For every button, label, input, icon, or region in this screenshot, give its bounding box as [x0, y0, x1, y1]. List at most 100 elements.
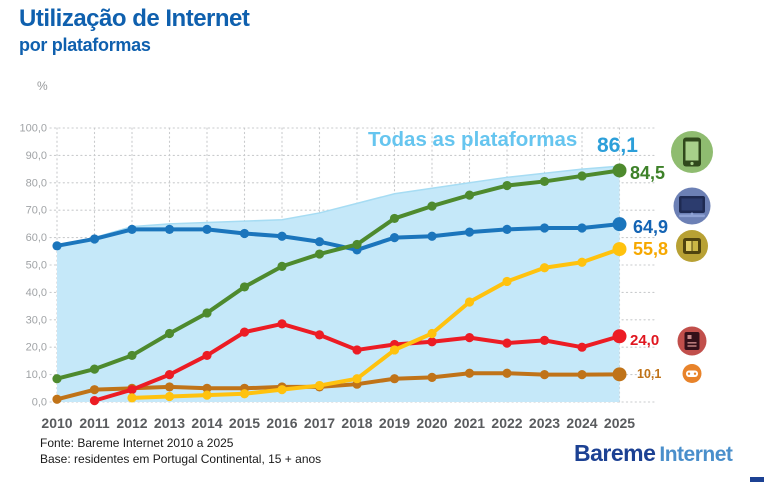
data-point — [239, 228, 250, 239]
data-point — [277, 261, 287, 271]
x-tick-label: 2018 — [341, 415, 372, 431]
final-value-e-reader: 24,0 — [630, 332, 659, 349]
data-point — [52, 374, 62, 384]
y-tick-label: 0,0 — [32, 397, 47, 409]
series-line — [55, 222, 622, 252]
y-tick-label: 70,0 — [26, 205, 47, 217]
data-point — [239, 389, 250, 399]
title-block: Utilização de Internet por plataformas — [19, 5, 250, 56]
data-point — [539, 223, 550, 233]
data-point — [164, 391, 175, 402]
data-point — [464, 297, 475, 307]
data-point — [502, 224, 512, 234]
data-point — [314, 237, 325, 247]
data-point — [539, 176, 550, 187]
data-point — [502, 276, 512, 287]
data-point — [539, 263, 550, 273]
data-point — [427, 231, 437, 241]
series-tablet — [127, 242, 627, 403]
y-tick-label: 10,0 — [26, 369, 47, 381]
source-note: Fonte: Bareme Internet 2010 a 2025 — [40, 436, 234, 450]
series-line — [55, 371, 622, 402]
x-tick-label: 2015 — [229, 415, 260, 431]
data-point — [464, 190, 475, 200]
area-top-edge — [56, 165, 620, 247]
x-tick-label: 2020 — [416, 415, 447, 431]
x-tick-label: 2024 — [566, 415, 597, 431]
x-tick-label: 2023 — [529, 415, 560, 431]
final-value-computador: 64,9 — [633, 217, 668, 237]
final-value-smartphone: 84,5 — [630, 163, 665, 183]
final-value-consola-de-jogos: 10,1 — [637, 367, 661, 381]
data-point — [427, 337, 437, 347]
corner-accent — [750, 477, 764, 482]
data-point — [577, 171, 587, 181]
y-tick-label: 50,0 — [26, 260, 47, 272]
x-tick-label: 2016 — [266, 415, 297, 431]
x-tick-label: 2014 — [191, 415, 222, 431]
data-point — [539, 370, 550, 380]
data-point — [89, 234, 100, 244]
computer-icon — [673, 187, 711, 225]
data-point — [464, 227, 475, 237]
data-point — [89, 385, 100, 395]
data-point — [52, 241, 62, 251]
area-final-value: 86,1 — [597, 134, 638, 157]
data-point — [389, 345, 400, 355]
data-point — [127, 224, 137, 234]
data-point — [389, 213, 400, 224]
logo-bareme: Bareme — [574, 440, 656, 466]
y-tick-label: 30,0 — [26, 314, 47, 326]
logo-internet: Internet — [659, 443, 733, 466]
data-point — [577, 342, 587, 352]
data-point — [277, 385, 287, 395]
area-series-label: Todas as plataformas — [368, 128, 577, 151]
ereader-icon — [677, 326, 707, 356]
data-point — [127, 385, 137, 395]
y-tick-label: 20,0 — [26, 342, 47, 354]
data-point — [127, 393, 137, 403]
data-point — [464, 333, 475, 343]
series-line — [130, 247, 622, 400]
data-point — [52, 394, 62, 404]
data-point — [352, 345, 362, 355]
data-point — [502, 338, 512, 348]
y-tick-label: 40,0 — [26, 287, 47, 299]
x-tick-label: 2022 — [491, 415, 522, 431]
data-point — [239, 327, 250, 337]
data-point — [352, 374, 362, 384]
data-point — [612, 329, 627, 344]
data-point — [502, 180, 512, 191]
data-point — [502, 368, 512, 378]
data-point — [539, 335, 550, 345]
data-point — [202, 308, 212, 318]
data-point — [612, 217, 627, 232]
data-point — [314, 330, 325, 340]
data-point — [277, 231, 287, 241]
series-computador — [52, 217, 627, 255]
data-point — [389, 374, 400, 384]
data-point — [314, 249, 325, 259]
data-point — [89, 364, 100, 374]
x-tick-label: 2017 — [304, 415, 335, 431]
x-tick-label: 2013 — [154, 415, 185, 431]
series-consola-de-jogos — [52, 367, 627, 404]
data-point — [612, 163, 627, 178]
data-point — [577, 257, 587, 267]
data-point — [202, 350, 212, 361]
data-point — [127, 350, 137, 361]
data-point — [277, 319, 287, 329]
y-axis-unit: % — [37, 79, 48, 93]
series-line — [55, 168, 622, 381]
data-point — [389, 233, 400, 243]
x-tick-label: 2010 — [41, 415, 72, 431]
data-point — [612, 367, 627, 382]
data-point — [427, 372, 437, 382]
y-tick-label: 60,0 — [26, 232, 47, 244]
data-point — [164, 370, 175, 380]
x-tick-label: 2021 — [454, 415, 485, 431]
data-point — [164, 382, 175, 392]
data-point — [314, 380, 325, 391]
page-title: Utilização de Internet — [19, 5, 250, 32]
